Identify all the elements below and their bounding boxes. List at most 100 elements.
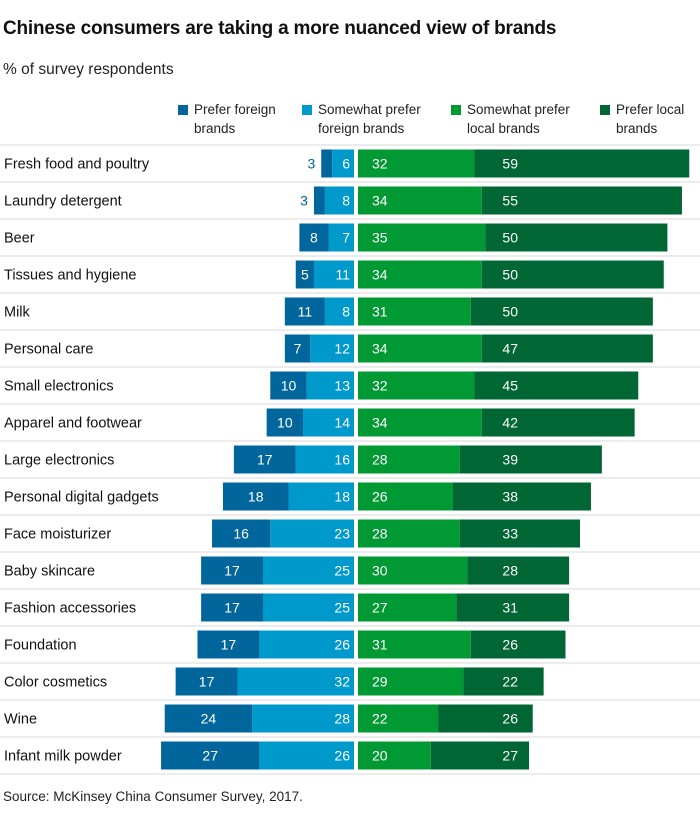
bar-somewhat-local (358, 408, 482, 437)
bar-somewhat-foreign (310, 334, 354, 363)
value-label-somewhat-foreign: 11 (335, 267, 350, 283)
bar-somewhat-local (358, 593, 457, 622)
value-label-somewhat-foreign: 32 (334, 674, 350, 690)
value-label-prefer-foreign: 7 (294, 341, 302, 357)
value-label-somewhat-local: 31 (372, 304, 388, 320)
bar-prefer-local (481, 408, 635, 437)
legend-label-line1: Prefer local (616, 102, 685, 117)
bar-somewhat-foreign (332, 149, 354, 178)
category-label: Personal digital gadgets (4, 490, 159, 506)
value-label-somewhat-local: 35 (372, 230, 388, 246)
bar-prefer-foreign (299, 223, 329, 252)
bar-prefer-local (481, 186, 682, 215)
value-label-somewhat-local: 28 (372, 452, 388, 468)
value-label-prefer-foreign: 17 (257, 452, 273, 468)
bar-somewhat-local (358, 704, 439, 733)
bar-somewhat-local (358, 482, 453, 511)
bar-somewhat-local (358, 186, 482, 215)
value-label-prefer-local: 45 (502, 378, 518, 394)
category-label: Beer (4, 231, 35, 247)
value-label-somewhat-local: 34 (372, 341, 388, 357)
value-label-prefer-local: 50 (502, 304, 518, 320)
value-label-somewhat-foreign: 23 (334, 526, 350, 542)
category-label: Small electronics (4, 379, 114, 395)
value-label-prefer-foreign: 10 (277, 415, 293, 431)
category-label: Fresh food and poultry (4, 157, 150, 173)
value-label-somewhat-local: 20 (372, 748, 388, 764)
bar-somewhat-foreign (259, 741, 354, 770)
bar-somewhat-foreign (324, 186, 354, 215)
chart-subtitle: % of survey respondents (3, 61, 174, 78)
bar-prefer-foreign (201, 556, 263, 585)
legend-label-line1: Prefer foreign (194, 102, 276, 117)
value-label-prefer-foreign: 5 (301, 267, 309, 283)
value-label-prefer-foreign: 18 (248, 489, 264, 505)
value-label-prefer-local: 47 (502, 341, 518, 357)
bar-prefer-foreign (270, 371, 307, 400)
bar-somewhat-local (358, 260, 482, 289)
bar-somewhat-local (358, 630, 471, 659)
bar-somewhat-local (358, 334, 482, 363)
legend-label-line2: brands (194, 121, 236, 136)
value-label-prefer-local: 39 (502, 452, 518, 468)
bar-prefer-foreign (233, 445, 296, 474)
value-label-prefer-local: 33 (502, 526, 518, 542)
bar-prefer-foreign (266, 408, 304, 437)
category-label: Large electronics (4, 453, 114, 469)
bar-prefer-foreign (197, 630, 260, 659)
bar-somewhat-foreign (259, 630, 354, 659)
value-label-somewhat-foreign: 26 (334, 748, 350, 764)
source-note: Source: McKinsey China Consumer Survey, … (3, 789, 303, 804)
value-label-somewhat-foreign: 14 (334, 415, 350, 431)
value-label-somewhat-foreign: 16 (334, 452, 350, 468)
bar-somewhat-foreign (313, 260, 354, 289)
bar-somewhat-local (358, 445, 460, 474)
value-label-prefer-foreign: 17 (224, 563, 240, 579)
bar-somewhat-local (358, 297, 471, 326)
category-label: Fashion accessories (4, 601, 136, 617)
category-label: Apparel and footwear (4, 416, 142, 432)
bar-somewhat-foreign (328, 223, 354, 252)
category-label: Tissues and hygiene (4, 268, 136, 284)
value-label-somewhat-local: 27 (372, 600, 388, 616)
legend-prefer-foreign: Prefer foreign brands (178, 100, 276, 138)
bar-somewhat-foreign (263, 556, 354, 585)
bar-somewhat-foreign (263, 593, 354, 622)
bar-somewhat-local (358, 371, 475, 400)
bar-somewhat-local (358, 556, 468, 585)
bar-prefer-local (481, 260, 664, 289)
value-label-prefer-local: 55 (502, 193, 518, 209)
value-label-prefer-foreign: 10 (281, 378, 297, 394)
value-label-somewhat-foreign: 6 (342, 156, 350, 172)
value-label-somewhat-foreign: 25 (334, 563, 350, 579)
value-label-somewhat-foreign: 8 (342, 304, 350, 320)
value-label-somewhat-foreign: 26 (334, 637, 350, 653)
value-label-prefer-local: 31 (502, 600, 518, 616)
bar-prefer-foreign (284, 334, 311, 363)
value-label-somewhat-local: 22 (372, 711, 388, 727)
legend-prefer-local: Prefer local brands (600, 100, 685, 138)
value-label-somewhat-foreign: 18 (334, 489, 350, 505)
value-label-somewhat-local: 34 (372, 267, 388, 283)
bar-prefer-local (470, 630, 566, 659)
bar-somewhat-local (358, 741, 431, 770)
bar-prefer-foreign (321, 149, 333, 178)
bar-somewhat-foreign (288, 482, 354, 511)
value-label-somewhat-local: 34 (372, 193, 388, 209)
category-label: Face moisturizer (4, 527, 111, 543)
bar-somewhat-foreign (303, 408, 354, 437)
bar-somewhat-local (358, 519, 460, 548)
value-label-somewhat-foreign: 12 (334, 341, 350, 357)
bar-prefer-local (463, 667, 544, 696)
bar-prefer-local (452, 482, 591, 511)
value-label-somewhat-foreign: 7 (342, 230, 350, 246)
value-label-prefer-foreign: 8 (310, 230, 318, 246)
value-label-somewhat-foreign: 8 (342, 193, 350, 209)
value-label-somewhat-foreign: 25 (334, 600, 350, 616)
legend-swatch-somewhat-foreign (302, 105, 312, 115)
value-label-prefer-local: 42 (502, 415, 518, 431)
legend-label-line1: Somewhat prefer (318, 102, 421, 117)
category-label: Baby skincare (4, 564, 95, 580)
value-label-prefer-local: 50 (502, 230, 518, 246)
